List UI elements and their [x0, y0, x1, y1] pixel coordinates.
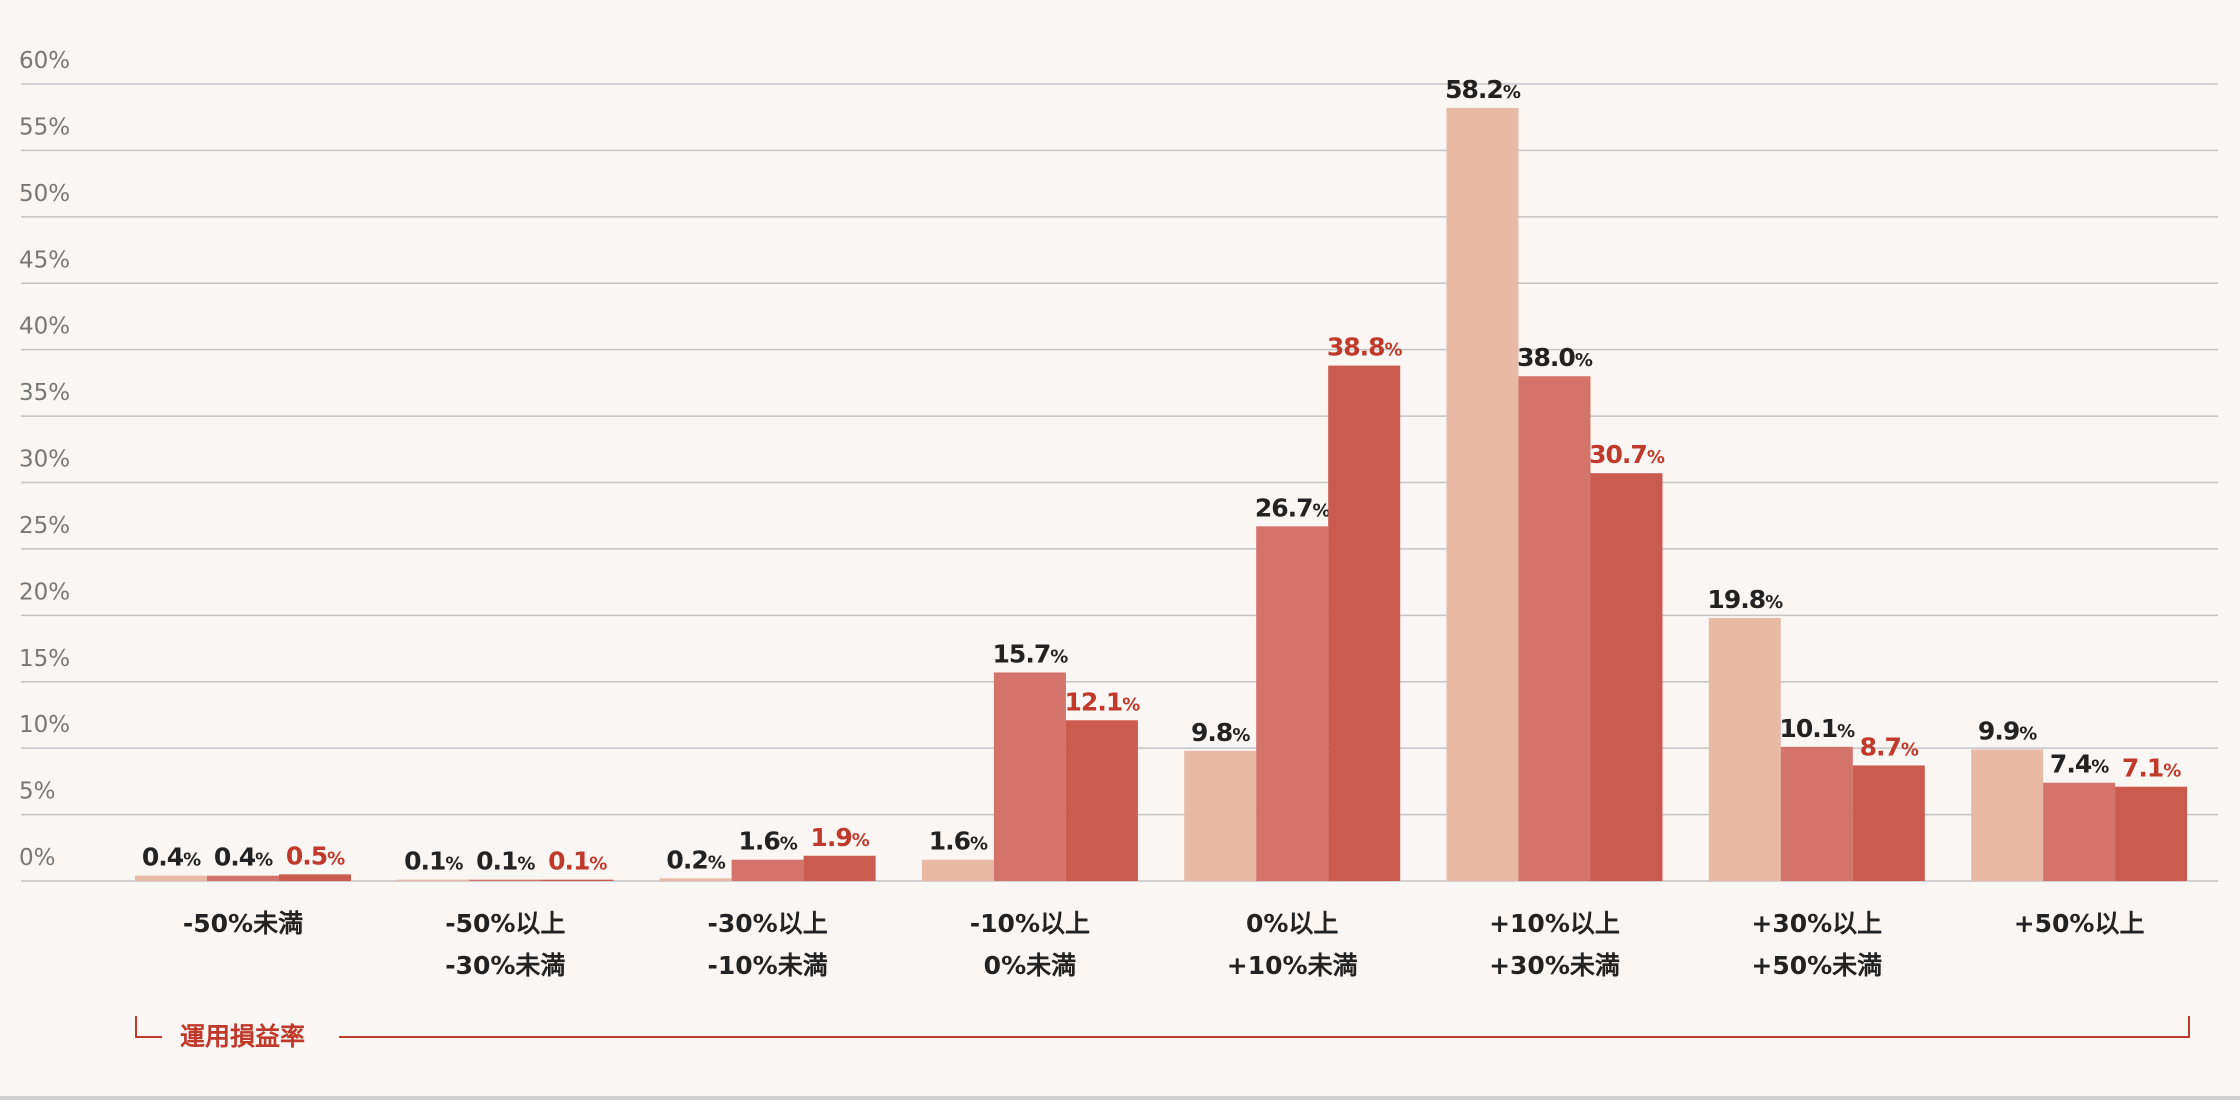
value-label: 9.8%: [1191, 718, 1250, 747]
bar: [2115, 786, 2188, 881]
x-tick-label: +10%以上+30%未満: [1489, 909, 1620, 980]
value-label: 0.1%: [548, 847, 607, 876]
x-axis-label: 運用損益率: [180, 1022, 305, 1051]
bar: [803, 855, 876, 881]
bar: [1256, 526, 1329, 881]
bar: [659, 878, 732, 881]
x-tick-label: 0%以上+10%未満: [1227, 909, 1358, 980]
y-tick-label: 20%: [19, 579, 70, 605]
value-label: 0.1%: [404, 847, 463, 876]
y-tick-label: 30%: [19, 447, 70, 473]
y-tick-label: 0%: [19, 845, 56, 871]
value-label: 0.2%: [666, 845, 725, 874]
value-label: 19.8%: [1707, 585, 1783, 614]
bar: [1446, 107, 1519, 881]
value-label: 1.9%: [810, 823, 869, 852]
value-label: 58.2%: [1445, 75, 1521, 104]
value-label: 0.5%: [286, 841, 345, 870]
bar: [207, 875, 279, 881]
value-label: 7.4%: [2050, 750, 2109, 779]
y-tick-label: 40%: [19, 314, 70, 340]
bottom-border: [0, 1096, 2240, 1100]
bar: [1780, 746, 1853, 881]
bar: [397, 879, 470, 881]
value-label: 30.7%: [1589, 440, 1665, 469]
x-tick-label: -30%以上-10%未満: [707, 909, 827, 980]
bar: [731, 859, 804, 881]
value-label: 0.4%: [142, 843, 201, 872]
value-label: 0.4%: [214, 843, 273, 872]
y-tick-label: 5%: [19, 779, 56, 805]
value-label: 8.7%: [1860, 732, 1919, 761]
value-label: 12.1%: [1065, 687, 1141, 716]
bar: [1328, 365, 1401, 881]
bar: [1708, 617, 1781, 881]
value-label: 0.1%: [476, 847, 535, 876]
x-tick-label: -50%未満: [183, 909, 303, 938]
y-tick-label: 45%: [19, 247, 70, 273]
bar: [1852, 765, 1925, 881]
y-tick-label: 55%: [19, 114, 70, 140]
bar: [469, 879, 542, 881]
bar: [1184, 750, 1257, 881]
y-tick-label: 35%: [19, 380, 70, 406]
value-label: 38.8%: [1327, 333, 1403, 362]
bar: [1971, 749, 2044, 881]
bar: [279, 874, 351, 881]
bar: [993, 672, 1066, 881]
y-tick-label: 25%: [19, 513, 70, 539]
value-label: 15.7%: [993, 639, 1069, 668]
value-label: 38.0%: [1517, 343, 1593, 372]
x-tick-label: +50%以上: [2014, 909, 2145, 938]
bar: [2043, 782, 2116, 881]
value-label: 26.7%: [1255, 493, 1331, 522]
bar: [1065, 720, 1138, 881]
x-tick-label: -10%以上 0%未満: [970, 909, 1090, 980]
bar: [921, 859, 994, 881]
bar: [541, 879, 614, 881]
bracket-right: [339, 1016, 2190, 1038]
value-label: 1.6%: [738, 827, 797, 856]
bar: [1518, 376, 1591, 881]
y-tick-label: 50%: [19, 181, 70, 207]
bracket-left: [135, 1016, 162, 1038]
value-label: 9.9%: [1978, 716, 2037, 745]
value-label: 1.6%: [929, 827, 988, 856]
y-tick-label: 60%: [19, 48, 70, 74]
bar: [135, 875, 207, 881]
y-tick-label: 10%: [19, 712, 70, 738]
bar: [1590, 473, 1663, 881]
y-tick-label: 15%: [19, 646, 70, 672]
value-label: 10.1%: [1779, 714, 1855, 743]
value-label: 7.1%: [2122, 754, 2181, 783]
x-axis-bracket: 運用損益率: [135, 1016, 2190, 1051]
x-tick-label: +30%以上+50%未満: [1751, 909, 1882, 980]
x-tick-label: -50%以上-30%未満: [445, 909, 565, 980]
